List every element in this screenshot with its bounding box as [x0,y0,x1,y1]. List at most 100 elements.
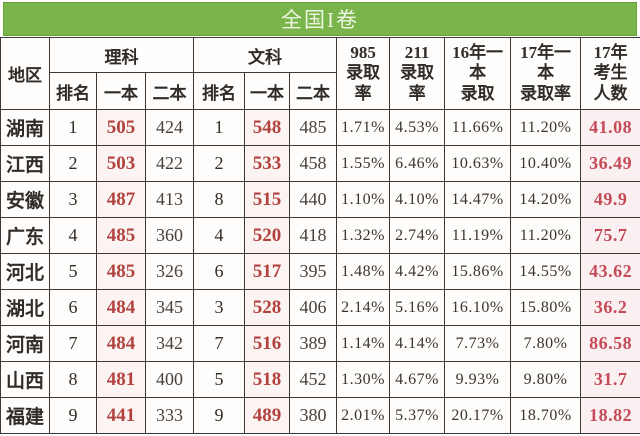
table-row: 福建 9 441 333 9 489 380 2.01% 5.37% 20.17… [0,397,640,434]
table-row: 江西 2 503 422 2 533 458 1.55% 6.46% 10.63… [0,145,640,182]
science-tier2-score-cell: 333 [144,397,195,434]
rate-2017-cell: 9.80% [510,361,582,398]
science-tier2-score-cell: 342 [144,325,195,362]
table-body: 湖南 1 505 424 1 548 485 1.71% 4.53% 11.66… [0,109,640,434]
science-tier2-score-cell: 326 [144,253,195,290]
rate-211-cell: 5.37% [389,397,446,434]
science-rank-cell: 7 [49,325,97,362]
science-tier1-score-cell: 503 [96,145,146,182]
region-cell: 河北 [0,253,50,290]
col-header-2017-candidates: 17年 考生 人数 [580,37,640,110]
col-header-arts-tier1: 一本 [244,72,291,110]
arts-tier1-score-cell: 518 [244,361,291,398]
col-header-arts-rank: 排名 [193,72,246,110]
arts-tier2-score-cell: 389 [289,325,338,362]
table-row: 广东 4 485 360 4 520 418 1.32% 2.74% 11.19… [0,217,640,254]
rate-2017-cell: 7.80% [510,325,582,362]
arts-rank-cell: 3 [193,289,246,326]
arts-rank-cell: 2 [193,145,246,182]
science-tier1-score-cell: 484 [96,325,146,362]
science-tier1-score-cell: 441 [96,397,146,434]
admission-2016-cell: 9.93% [444,361,512,398]
region-cell: 湖南 [0,109,50,146]
region-cell: 湖北 [0,289,50,326]
candidates-2017-cell: 75.7 [580,217,640,254]
admission-2016-cell: 20.17% [444,397,512,434]
rate-2017-cell: 14.20% [510,181,582,218]
rate-985-cell: 1.55% [336,145,391,182]
rate-985-cell: 2.01% [336,397,391,434]
science-rank-cell: 6 [49,289,97,326]
candidates-2017-cell: 41.08 [580,109,640,146]
admission-2016-cell: 11.19% [444,217,512,254]
arts-rank-cell: 4 [193,217,246,254]
science-tier1-score-cell: 481 [96,361,146,398]
arts-tier2-score-cell: 418 [289,217,338,254]
region-cell: 河南 [0,325,50,362]
arts-rank-cell: 5 [193,361,246,398]
rate-211-cell: 4.67% [389,361,446,398]
rate-985-cell: 1.30% [336,361,391,398]
arts-tier1-score-cell: 548 [244,109,291,146]
col-group-science: 理科 [48,37,195,73]
table-title-bar: 全国I卷 [3,2,637,36]
rate-211-cell: 2.74% [389,217,446,254]
admission-table: 地区 理科 文科 985 录取 率 211 录取 率 16年一 本 录取 17年… [0,37,640,434]
science-rank-cell: 3 [49,181,97,218]
rate-985-cell: 1.48% [336,253,391,290]
table-header: 地区 理科 文科 985 录取 率 211 录取 率 16年一 本 录取 17年… [0,37,640,110]
arts-tier2-score-cell: 452 [289,361,338,398]
arts-tier1-score-cell: 489 [244,397,291,434]
candidates-2017-cell: 36.49 [580,145,640,182]
region-cell: 山西 [0,361,50,398]
arts-rank-cell: 8 [193,181,246,218]
arts-rank-cell: 1 [193,109,246,146]
arts-rank-cell: 6 [193,253,246,290]
region-cell: 福建 [0,397,50,434]
col-header-2016-tier1-admission: 16年一 本 录取 [444,37,512,110]
col-header-science-tier1: 一本 [96,72,146,110]
science-rank-cell: 4 [49,217,97,254]
col-header-science-rank: 排名 [49,72,97,110]
table-row: 安徽 3 487 413 8 515 440 1.10% 4.10% 14.47… [0,181,640,218]
arts-tier2-score-cell: 395 [289,253,338,290]
col-header-211-rate: 211 录取 率 [389,37,446,110]
admission-2016-cell: 14.47% [444,181,512,218]
admission-2016-cell: 10.63% [444,145,512,182]
admission-2016-cell: 7.73% [444,325,512,362]
rate-211-cell: 6.46% [389,145,446,182]
table-row: 山西 8 481 400 5 518 452 1.30% 4.67% 9.93%… [0,361,640,398]
arts-tier1-score-cell: 533 [244,145,291,182]
rate-2017-cell: 11.20% [510,109,582,146]
admission-2016-cell: 11.66% [444,109,512,146]
science-tier1-score-cell: 485 [96,253,146,290]
arts-rank-cell: 7 [193,325,246,362]
candidates-2017-cell: 36.2 [580,289,640,326]
candidates-2017-cell: 43.62 [580,253,640,290]
science-rank-cell: 2 [49,145,97,182]
candidates-2017-cell: 31.7 [580,361,640,398]
region-cell: 广东 [0,217,50,254]
table-row: 湖北 6 484 345 3 528 406 2.14% 5.16% 16.10… [0,289,640,326]
rate-985-cell: 1.10% [336,181,391,218]
rate-985-cell: 1.14% [336,325,391,362]
candidates-2017-cell: 49.9 [580,181,640,218]
region-cell: 江西 [0,145,50,182]
col-header-science-tier2: 二本 [144,72,195,110]
col-header-985-rate: 985 录取 率 [336,37,391,110]
col-header-region: 地区 [0,37,50,110]
rate-985-cell: 2.14% [336,289,391,326]
rate-211-cell: 4.42% [389,253,446,290]
science-rank-cell: 5 [49,253,97,290]
science-tier2-score-cell: 345 [144,289,195,326]
rate-211-cell: 5.16% [389,289,446,326]
rate-2017-cell: 11.20% [510,217,582,254]
table-title: 全国I卷 [281,8,359,32]
science-rank-cell: 8 [49,361,97,398]
arts-tier2-score-cell: 485 [289,109,338,146]
science-tier2-score-cell: 424 [144,109,195,146]
arts-tier1-score-cell: 520 [244,217,291,254]
region-cell: 安徽 [0,181,50,218]
science-tier1-score-cell: 487 [96,181,146,218]
arts-tier1-score-cell: 517 [244,253,291,290]
